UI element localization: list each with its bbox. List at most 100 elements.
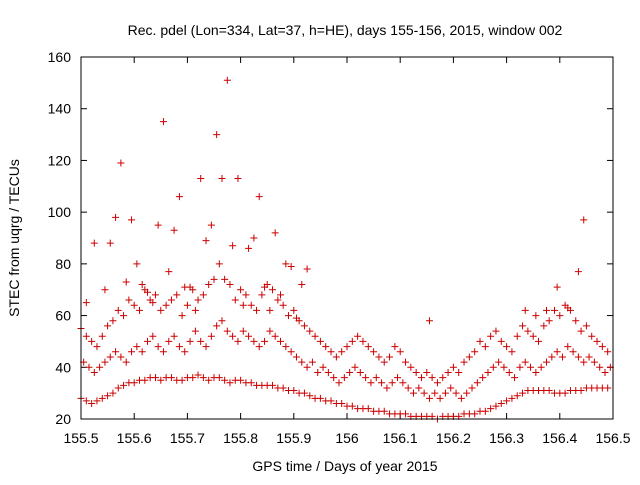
data-point	[128, 348, 136, 356]
x-tick-label: 155.8	[223, 430, 258, 446]
data-point	[207, 221, 215, 229]
y-tick-label: 40	[55, 359, 71, 375]
data-point	[582, 322, 590, 330]
data-point	[215, 260, 223, 268]
data-point	[303, 363, 311, 371]
data-point	[537, 363, 545, 371]
data-point	[213, 322, 221, 330]
data-point	[122, 278, 130, 286]
data-point	[322, 343, 330, 351]
data-point	[417, 374, 425, 382]
data-point	[473, 379, 481, 387]
data-point	[447, 384, 455, 392]
data-point	[532, 312, 540, 320]
data-point	[479, 374, 487, 382]
data-point	[186, 283, 194, 291]
data-point	[572, 317, 580, 325]
data-point	[540, 322, 548, 330]
data-point	[487, 332, 495, 340]
data-point	[532, 368, 540, 376]
data-point	[580, 216, 588, 224]
data-point	[226, 281, 234, 289]
data-point	[125, 296, 133, 304]
data-point	[290, 387, 298, 395]
data-point	[213, 131, 221, 139]
data-point	[234, 175, 242, 183]
data-point	[82, 299, 90, 307]
data-point	[255, 343, 263, 351]
data-point	[279, 384, 287, 392]
data-point	[513, 392, 521, 400]
data-point	[250, 337, 258, 345]
data-point	[284, 312, 292, 320]
data-point	[229, 332, 237, 340]
data-point	[109, 317, 117, 325]
data-point	[564, 304, 572, 312]
data-point	[338, 348, 346, 356]
data-point	[516, 363, 524, 371]
data-point	[463, 389, 471, 397]
data-point	[229, 242, 237, 250]
data-point	[226, 379, 234, 387]
data-point	[593, 337, 601, 345]
data-point	[338, 399, 346, 407]
data-point	[159, 348, 167, 356]
x-tick-label: 156	[335, 430, 359, 446]
data-point	[231, 296, 239, 304]
data-point	[114, 384, 122, 392]
data-point	[149, 332, 157, 340]
data-point	[420, 389, 428, 397]
data-point	[412, 368, 420, 376]
data-point	[588, 332, 596, 340]
data-point	[300, 389, 308, 397]
data-point	[218, 317, 226, 325]
data-point	[402, 358, 410, 366]
data-point	[476, 337, 484, 345]
x-axis-label: GPS time / Days of year 2015	[252, 458, 437, 474]
data-point	[282, 343, 290, 351]
data-point	[85, 363, 93, 371]
data-point	[553, 348, 561, 356]
data-point	[303, 265, 311, 273]
data-point	[130, 301, 138, 309]
data-point	[205, 376, 213, 384]
data-point	[298, 281, 306, 289]
data-point	[154, 221, 162, 229]
data-point	[133, 260, 141, 268]
data-point	[508, 348, 516, 356]
x-tick-label: 156.5	[595, 430, 630, 446]
data-point	[234, 337, 242, 345]
data-point	[194, 296, 202, 304]
plot-frame	[80, 56, 614, 420]
data-point	[271, 332, 279, 340]
data-point	[364, 405, 372, 413]
data-point	[311, 332, 319, 340]
data-point	[425, 317, 433, 325]
x-tick-label: 156.3	[489, 430, 524, 446]
data-point	[449, 363, 457, 371]
data-point	[261, 283, 269, 291]
data-point	[558, 353, 566, 361]
data-point	[138, 281, 146, 289]
data-point	[598, 343, 606, 351]
data-point	[574, 268, 582, 276]
data-point	[604, 348, 612, 356]
data-point	[375, 353, 383, 361]
data-point	[519, 389, 527, 397]
data-point	[380, 358, 388, 366]
data-point	[332, 353, 340, 361]
y-tick-label: 140	[48, 101, 72, 117]
data-point	[199, 374, 207, 382]
data-point	[505, 368, 513, 376]
data-point	[428, 374, 436, 382]
data-point	[481, 407, 489, 415]
data-point	[197, 337, 205, 345]
data-point	[98, 394, 106, 402]
data-point	[250, 234, 258, 242]
data-point	[109, 389, 117, 397]
data-point	[306, 392, 314, 400]
data-point	[298, 358, 306, 366]
data-point	[162, 301, 170, 309]
y-tick-label: 80	[55, 256, 71, 272]
